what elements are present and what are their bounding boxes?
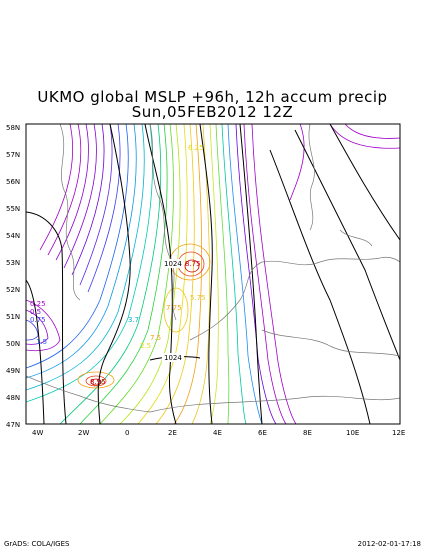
precip-labels: 0.25 0.5 0.75 1.5 3.7 7.75 8.75 8.95 2.5… bbox=[30, 144, 206, 386]
pressure-label: 1024 bbox=[164, 354, 182, 362]
lon-label: 0 bbox=[125, 429, 129, 437]
lon-label: 2W bbox=[78, 429, 89, 437]
precip-label: 1.5 bbox=[36, 338, 47, 346]
lat-label: 49N bbox=[6, 367, 20, 375]
lat-label: 58N bbox=[6, 124, 20, 132]
lat-label: 50N bbox=[6, 340, 20, 348]
latitude-axis: 58N 57N 56N 55N 54N 53N 52N 51N 50N 49N … bbox=[6, 124, 20, 429]
precip-label: 7.5 bbox=[150, 334, 161, 342]
lon-label: 8E bbox=[303, 429, 312, 437]
map-frame bbox=[25, 123, 401, 425]
lat-label: 56N bbox=[6, 178, 20, 186]
lon-label: 2E bbox=[168, 429, 177, 437]
map-title-line2: Sun,05FEB2012 12Z bbox=[131, 103, 294, 121]
footer-credit: GrADS: COLA/IGES bbox=[4, 540, 70, 548]
lat-label: 57N bbox=[6, 151, 20, 159]
precip-label: 7.75 bbox=[166, 304, 182, 312]
longitude-axis: 4W 2W 0 2E 4E 6E 8E 10E 12E bbox=[32, 429, 405, 437]
lon-label: 10E bbox=[346, 429, 359, 437]
lon-label: 4W bbox=[32, 429, 43, 437]
pressure-label: 1024 bbox=[164, 260, 182, 268]
precip-label: 3.7 bbox=[128, 316, 139, 324]
lon-label: 6E bbox=[258, 429, 267, 437]
precip-label: 8.95 bbox=[90, 378, 106, 386]
map-title-line1: UKMO global MSLP +96h, 12h accum precip bbox=[37, 88, 388, 106]
lat-label: 48N bbox=[6, 394, 20, 402]
precip-label: 6.25 bbox=[188, 144, 204, 152]
precip-label: 5.75 bbox=[190, 294, 206, 302]
precip-label: 8.75 bbox=[185, 260, 201, 268]
lat-label: 47N bbox=[6, 421, 20, 429]
precip-label: 2.5 bbox=[140, 342, 151, 350]
footer-timestamp: 2012-02-01-17:18 bbox=[357, 540, 421, 548]
precip-label: 0.5 bbox=[30, 308, 41, 316]
lon-label: 12E bbox=[392, 429, 405, 437]
contour-field bbox=[26, 124, 400, 424]
lat-label: 55N bbox=[6, 205, 20, 213]
lon-label: 4E bbox=[213, 429, 222, 437]
pressure-labels: 1024 1024 bbox=[162, 259, 184, 362]
lat-label: 53N bbox=[6, 259, 20, 267]
lat-label: 54N bbox=[6, 232, 20, 240]
precip-label: 0.25 bbox=[30, 300, 46, 308]
precip-label: 0.75 bbox=[30, 316, 46, 324]
lat-label: 52N bbox=[6, 286, 20, 294]
lat-label: 51N bbox=[6, 313, 20, 321]
